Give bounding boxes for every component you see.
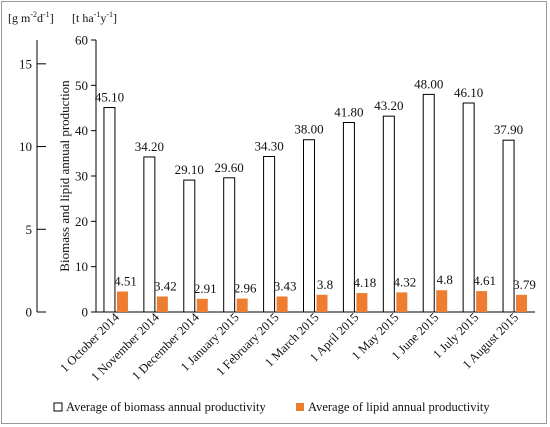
bar-lipid — [476, 291, 488, 312]
data-label-lipid: 2.96 — [234, 281, 257, 296]
bar-lipid — [516, 294, 528, 312]
bar-lipid — [196, 298, 208, 312]
secondary-tick-label: 15 — [19, 56, 32, 71]
primary-axis-unit: [t ha-1y-1] — [72, 10, 117, 25]
data-label-lipid: 4.61 — [473, 273, 496, 288]
bar-lipid — [276, 296, 288, 312]
legend: Average of biomass annual productivity A… — [53, 400, 490, 414]
y-axis-title: Biomass and lipid annual production — [57, 80, 72, 272]
primary-axis: [t ha-1y-1] Biomass and lipid annual pro… — [57, 10, 535, 320]
y-tick-label: 30 — [75, 169, 88, 184]
data-label-biomass: 43.20 — [374, 98, 403, 113]
data-label-biomass: 38.00 — [294, 122, 323, 137]
bar-biomass — [342, 122, 355, 313]
bar-lipid — [236, 298, 248, 312]
bars: 45.10 4.51 34.20 3.42 29.10 2.91 29.60 2.96 34.3… — [95, 76, 536, 313]
legend-label-biomass: Average of biomass annual productivity — [66, 400, 266, 414]
bar-lipid — [116, 291, 128, 312]
data-label-biomass: 34.30 — [254, 139, 283, 154]
y-tick-label: 50 — [75, 78, 88, 93]
legend-swatch-lipid — [296, 403, 304, 411]
data-label-lipid: 4.18 — [354, 275, 377, 290]
bar-biomass — [103, 107, 116, 313]
data-label-biomass: 41.80 — [334, 105, 363, 120]
category-label: 1 December 2014 — [129, 310, 202, 383]
data-label-lipid: 3.8 — [317, 277, 333, 292]
bar-lipid — [396, 292, 408, 312]
bar-lipid — [436, 290, 448, 312]
data-label-lipid: 2.91 — [194, 281, 217, 296]
secondary-tick-label: 0 — [26, 305, 33, 320]
secondary-axis-ticks: 0 5 10 15 — [19, 56, 46, 320]
bar-biomass — [303, 139, 315, 313]
data-label-lipid: 4.32 — [393, 274, 416, 289]
y-tick-label: 10 — [75, 259, 88, 274]
legend-item-biomass: Average of biomass annual productivity — [53, 400, 266, 414]
legend-item-lipid: Average of lipid annual productivity — [296, 400, 490, 414]
data-label-lipid: 4.8 — [437, 272, 453, 287]
bar-biomass — [502, 139, 515, 313]
secondary-tick-label: 10 — [19, 139, 32, 154]
y-tick-label: 60 — [75, 33, 88, 48]
data-label-lipid: 3.42 — [154, 278, 177, 293]
secondary-tick-label: 5 — [26, 222, 33, 237]
data-label-biomass: 37.90 — [494, 122, 523, 137]
bar-biomass — [462, 102, 475, 313]
secondary-axis-unit: [g m-2d-1] — [8, 10, 54, 25]
legend-swatch-biomass — [53, 402, 63, 412]
y-tick-label: 20 — [75, 214, 88, 229]
data-label-biomass: 45.10 — [95, 90, 124, 105]
data-label-lipid: 3.43 — [274, 278, 297, 293]
category-label: 1 November 2014 — [88, 310, 162, 384]
data-label-biomass: 29.60 — [215, 160, 244, 175]
y-axis-ticks: 0 10 20 30 40 50 60 — [75, 33, 96, 320]
data-label-lipid: 3.79 — [513, 277, 536, 292]
bar-lipid — [316, 294, 328, 312]
y-tick-label: 0 — [82, 305, 89, 320]
bar-biomass — [422, 93, 435, 313]
data-label-lipid: 4.51 — [114, 274, 137, 289]
legend-label-lipid: Average of lipid annual productivity — [308, 400, 490, 414]
data-label-biomass: 29.10 — [175, 162, 204, 177]
bar-biomass — [183, 179, 196, 313]
data-label-biomass: 46.10 — [454, 85, 483, 100]
y-tick-label: 40 — [75, 123, 88, 138]
bar-biomass — [382, 115, 395, 313]
secondary-axis: [g m-2d-1] 0 5 10 15 — [8, 10, 54, 320]
bar-lipid — [356, 293, 368, 312]
bar-biomass — [263, 156, 276, 313]
bar-lipid — [156, 296, 168, 312]
bar-biomass — [223, 177, 236, 313]
data-label-biomass: 34.20 — [135, 139, 164, 154]
data-label-biomass: 48.00 — [414, 76, 443, 91]
bar-biomass — [143, 156, 156, 313]
